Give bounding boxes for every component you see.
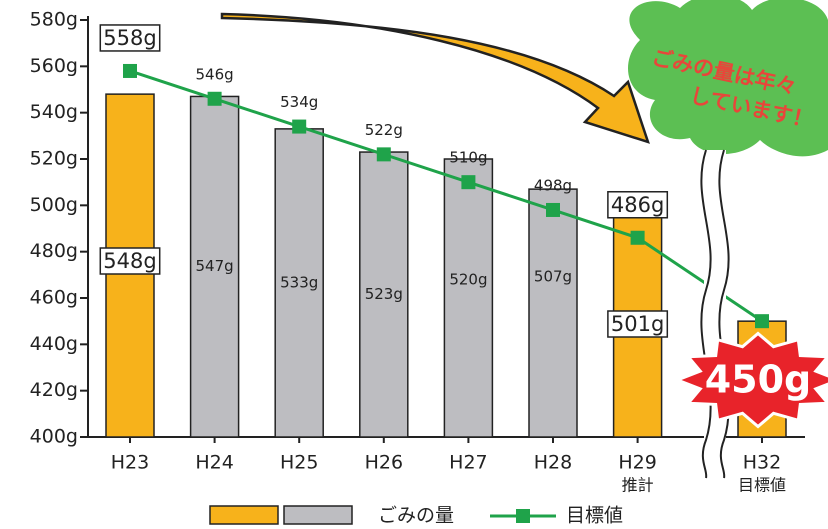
value-label: 558g [103, 26, 156, 50]
value-label: 520g [449, 271, 487, 289]
value-label: 547g [196, 257, 234, 275]
y-tick-label: 560g [30, 55, 78, 77]
marker [546, 203, 560, 217]
value-label: 522g [365, 121, 403, 139]
legend-label: ごみの量 [378, 505, 454, 527]
y-tick-label: 480g [30, 240, 78, 262]
x-tick-label: H28 [534, 452, 572, 474]
x-tick-sublabel: 目標値 [738, 476, 786, 495]
bar [444, 159, 492, 437]
value-label: 486g [611, 193, 664, 217]
x-tick-label: H29 [618, 452, 656, 474]
y-tick-label: 580g [30, 9, 78, 31]
legend-swatch [284, 506, 352, 524]
y-tick-label: 540g [30, 101, 78, 123]
y-tick-label: 400g [30, 426, 78, 448]
value-label: 507g [534, 268, 572, 286]
legend-marker [516, 509, 530, 523]
value-label: 501g [611, 312, 664, 336]
marker [631, 231, 645, 245]
bar [529, 189, 577, 437]
x-tick-sublabel: 推計 [622, 476, 654, 495]
marker [123, 64, 137, 78]
y-tick-label: 500g [30, 194, 78, 216]
legend: ごみの量 目標値 [210, 505, 623, 527]
value-label: 498g [534, 176, 572, 194]
x-tick-label: H26 [365, 452, 403, 474]
value-label: 548g [103, 249, 156, 273]
y-tick-label: 520g [30, 148, 78, 170]
marker [292, 120, 306, 134]
value-label: 510g [449, 149, 487, 167]
x-tick-label: H32 [743, 452, 781, 474]
marker [461, 175, 475, 189]
chart: ごみの量は年々 しています！ 400g420g440g460g480g500g5… [0, 0, 828, 529]
value-label: 533g [280, 273, 318, 291]
value-label: 534g [280, 93, 318, 111]
axis-break [701, 150, 728, 480]
marker [208, 92, 222, 106]
value-label: 523g [365, 285, 403, 303]
x-tick-label: H24 [195, 452, 233, 474]
marker [377, 147, 391, 161]
marker [755, 314, 769, 328]
x-tick-label: H25 [280, 452, 318, 474]
x-tick-label: H27 [449, 452, 487, 474]
value-label: 546g [196, 65, 234, 83]
legend-label: 目標値 [566, 505, 623, 527]
x-tick-label: H23 [111, 452, 149, 474]
y-tick-label: 420g [30, 379, 78, 401]
value-label: 450g [705, 358, 812, 402]
y-tick-label: 460g [30, 287, 78, 309]
legend-swatch [210, 506, 278, 524]
y-tick-label: 440g [30, 333, 78, 355]
